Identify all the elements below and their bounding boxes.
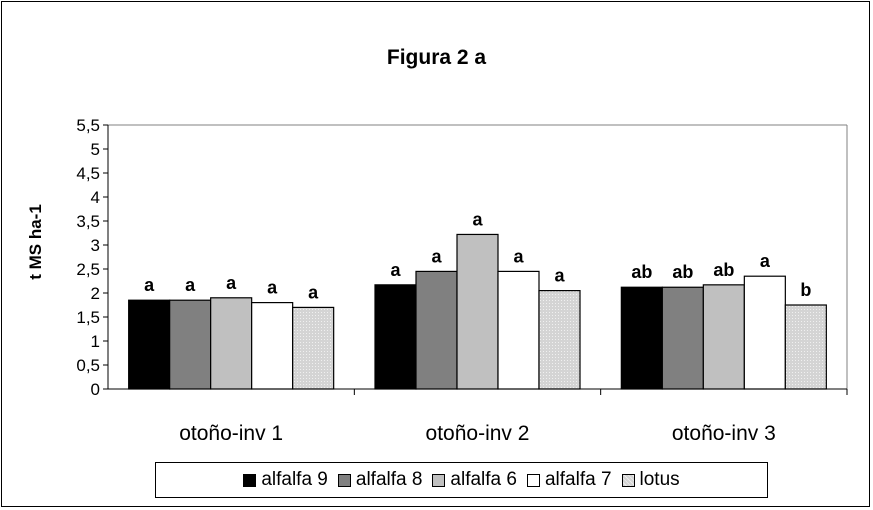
legend-item: lotus — [621, 469, 680, 491]
x-category-label: otoño-inv 3 — [672, 422, 776, 445]
bar-letter-label: a — [431, 246, 442, 266]
bar — [702, 284, 745, 390]
bar-letter-label: b — [800, 280, 811, 300]
bar-letter-label: a — [226, 273, 237, 293]
legend-label: alfalfa 9 — [261, 469, 328, 490]
bar — [456, 233, 499, 390]
y-tick-label: 3,5 — [76, 212, 100, 231]
y-tick-label: 3 — [91, 236, 100, 255]
bar — [415, 270, 458, 390]
bar-letter-label: a — [760, 251, 771, 271]
y-tick-label: 0,5 — [76, 356, 100, 375]
bar — [210, 297, 253, 390]
y-axis-label: t MS ha-1 — [26, 204, 45, 280]
bar — [169, 299, 212, 390]
legend-swatch — [337, 473, 351, 487]
legend-label: alfalfa 7 — [544, 469, 612, 490]
legend-label: alfalfa 6 — [450, 469, 517, 490]
y-tick-label: 2,5 — [76, 260, 100, 279]
bar — [374, 284, 417, 390]
bar-letter-label: a — [513, 246, 524, 266]
bar-letter-label: a — [390, 260, 401, 280]
bar — [538, 290, 581, 390]
bar — [620, 286, 663, 390]
bar-letter-label: a — [472, 209, 483, 229]
bar-letter-label: a — [185, 275, 196, 295]
legend-item: alfalfa 6 — [432, 469, 517, 491]
bar-letter-label: a — [144, 275, 155, 295]
legend-label: lotus — [639, 469, 680, 490]
y-tick-label: 0 — [91, 380, 100, 399]
bar — [292, 306, 335, 390]
legend: alfalfa 9 alfalfa 8 alfalfa 6 alfalfa 7 lotu… — [155, 462, 768, 498]
y-tick-label: 5,5 — [76, 116, 100, 135]
legend-item: alfalfa 7 — [526, 469, 612, 491]
bar — [251, 302, 294, 390]
y-tick-label: 2 — [91, 284, 100, 303]
legend-label: alfalfa 8 — [355, 469, 423, 490]
y-tick-label: 4 — [91, 188, 100, 207]
bar-letter-label: ab — [672, 262, 693, 282]
legend-swatch — [243, 473, 257, 487]
bar-letter-label: a — [267, 278, 278, 298]
bar-letter-label: ab — [713, 260, 734, 280]
legend-swatch — [526, 473, 540, 487]
chart-title: Figura 2 a — [386, 46, 487, 69]
bar — [128, 299, 171, 390]
bar-letter-label: ab — [631, 262, 652, 282]
bars — [128, 233, 827, 390]
bar-letter-label: a — [308, 282, 319, 302]
bar — [743, 275, 786, 390]
y-axis-ticks: 0 0,5 1 1,5 2 2,5 3 3,5 4 4,5 5 5,5 — [76, 116, 108, 399]
bar — [784, 304, 827, 390]
legend-item: alfalfa 8 — [337, 469, 423, 491]
x-category-labels: otoño-inv 1 otoño-inv 2 otoño-inv 3 — [179, 422, 776, 445]
bar — [497, 270, 540, 390]
bar — [661, 286, 704, 390]
x-category-label: otoño-inv 2 — [426, 422, 530, 445]
legend-swatch — [432, 473, 446, 487]
y-tick-label: 1,5 — [76, 308, 100, 327]
legend-swatch — [621, 473, 635, 487]
y-tick-label: 4,5 — [76, 164, 100, 183]
y-tick-label: 5 — [91, 140, 100, 159]
x-category-label: otoño-inv 1 — [179, 422, 283, 445]
bar-letter-label: a — [554, 266, 565, 286]
legend-item: alfalfa 9 — [243, 469, 328, 491]
y-tick-label: 1 — [91, 332, 100, 351]
axes — [107, 124, 848, 395]
